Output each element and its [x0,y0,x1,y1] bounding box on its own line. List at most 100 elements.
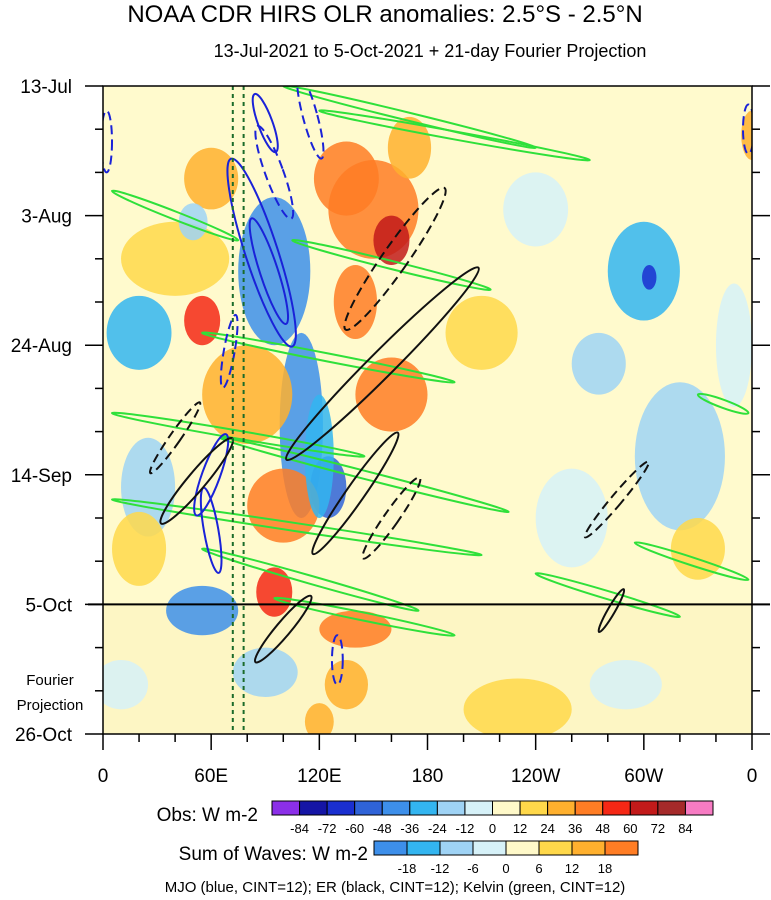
mjo-contour [226,157,297,348]
colorbar-swatch [492,800,521,816]
er-contour [148,401,202,475]
colorbar-swatch [472,840,507,856]
colorbar-swatch [684,800,714,816]
kelvin-contour [534,572,681,619]
colorbar-tick-label: -12 [431,861,450,876]
colorbar-swatch [381,800,411,816]
colorbar-tick-label: -18 [398,861,417,876]
projection-label-line1: Fourier [26,672,74,689]
colorbar-swatch [464,800,493,816]
anomaly-patch [463,678,572,734]
kelvin-contour [273,596,456,637]
anomaly-patch [121,437,176,537]
wave-contours [103,86,752,686]
anomaly-patch [202,345,293,444]
colorbar-tick-label: 84 [678,821,692,836]
colorbar-tick-label: 6 [535,861,542,876]
x-tick-label: 0 [98,766,109,787]
colorbar-tick-label: 60 [623,821,637,836]
kelvin-contour [201,331,456,384]
mjo-contour [193,433,230,517]
colorbar-swatch [571,840,606,856]
x-tick-label: 180 [412,766,444,787]
colorbar-tick-label: 12 [513,821,527,836]
y-tick-label: 5-Oct [26,595,73,616]
x-tick-label: 60E [194,766,228,787]
y-axis: 13-Jul 3-Aug 24-Aug 14-Sep 5-Oct 26-Oct [11,77,770,746]
colorbar-swatch [299,800,328,816]
chart-title: NOAA CDR HIRS OLR anomalies: 2.5°S - 2.5… [127,1,642,28]
colorbar-swatch [354,800,383,816]
colorbar-tick-label: 24 [540,821,554,836]
footer-legend: MJO (blue, CINT=12); ER (black, CINT=12)… [165,879,626,896]
anomaly-patch [238,197,311,346]
mjo-contour [248,217,290,326]
reference-lines [231,86,245,734]
x-tick-label: 120E [297,766,341,787]
y-tick-label: 13-Jul [20,77,72,98]
kelvin-contour [318,109,591,162]
colorbar-swatch [505,840,540,856]
kelvin-contour [111,498,483,557]
er-contour [361,476,422,560]
anomaly-patch [232,647,298,697]
obs-colorbar: Obs: W m-2 -84 -72 -60 -48 -36 -24 -12 0 12 24 36 4… [157,800,714,836]
anomaly-patch [589,659,662,710]
colorbar-swatch [519,800,549,816]
anomaly-patch [670,518,725,580]
er-contour [253,594,313,664]
x-axis: 0 60E 120E 180 120W 60W 0 [98,734,758,787]
colorbar-swatch [436,800,466,816]
mjo-contour [103,109,114,174]
kelvin-contour [201,547,420,612]
anomaly-patch [571,332,626,395]
anomaly-patch [535,468,608,568]
colorbar-tick-label: -6 [467,861,479,876]
colorbar-swatch [604,840,639,856]
anomaly-patch [313,141,379,216]
mjo-contour [219,313,239,389]
colorbar-swatch [602,800,631,816]
kelvin-contour [111,411,366,458]
anomaly-patch [634,382,725,531]
anomaly-patch [112,511,167,586]
colorbar-tick-label: -12 [456,821,475,836]
colorbar-tick-label: -84 [290,821,309,836]
colorbar-tick-label: 72 [651,821,665,836]
y-tick-label: 24-Aug [11,336,72,357]
er-contour [343,186,447,331]
anomaly-patch [373,215,410,265]
x-tick-label: 120W [511,766,561,787]
colorbar-tick-label: 12 [565,861,579,876]
anomaly-patch [103,659,149,710]
anomaly-patch [319,610,392,648]
colorbar-swatch [406,840,441,856]
colorbar-swatch [326,800,356,816]
mjo-contour [254,124,295,220]
anomaly-patch [642,264,657,290]
y-tick-label: 14-Sep [11,466,72,487]
kelvin-contour [633,541,750,582]
colorbar-tick-label: 18 [598,861,612,876]
anomaly-patch [121,221,230,296]
y-tick-label: 26-Oct [15,725,73,746]
colorbar-swatch [538,840,573,856]
colorbar-swatch [439,840,474,856]
er-contour [583,460,650,539]
kelvin-contour [696,392,750,415]
x-tick-label: 0 [747,766,758,787]
colorbar-tick-label: -24 [428,821,447,836]
er-contour [597,588,626,634]
chart-subtitle: 13-Jul-2021 to 5-Oct-2021 + 21-day Fouri… [214,41,647,61]
colorbar-swatch [409,800,438,816]
colorbar-tick-label: 0 [502,861,509,876]
colorbar-tick-label: 48 [596,821,610,836]
colorbar-swatch [629,800,659,816]
waves-colorbar-label: Sum of Waves: W m-2 [179,844,368,865]
colorbar-tick-label: -36 [400,821,419,836]
colorbar-tick-label: 36 [568,821,582,836]
colorbar-swatch [271,800,301,816]
y-tick-label: 3-Aug [21,207,72,228]
colorbar-swatch [373,840,408,856]
